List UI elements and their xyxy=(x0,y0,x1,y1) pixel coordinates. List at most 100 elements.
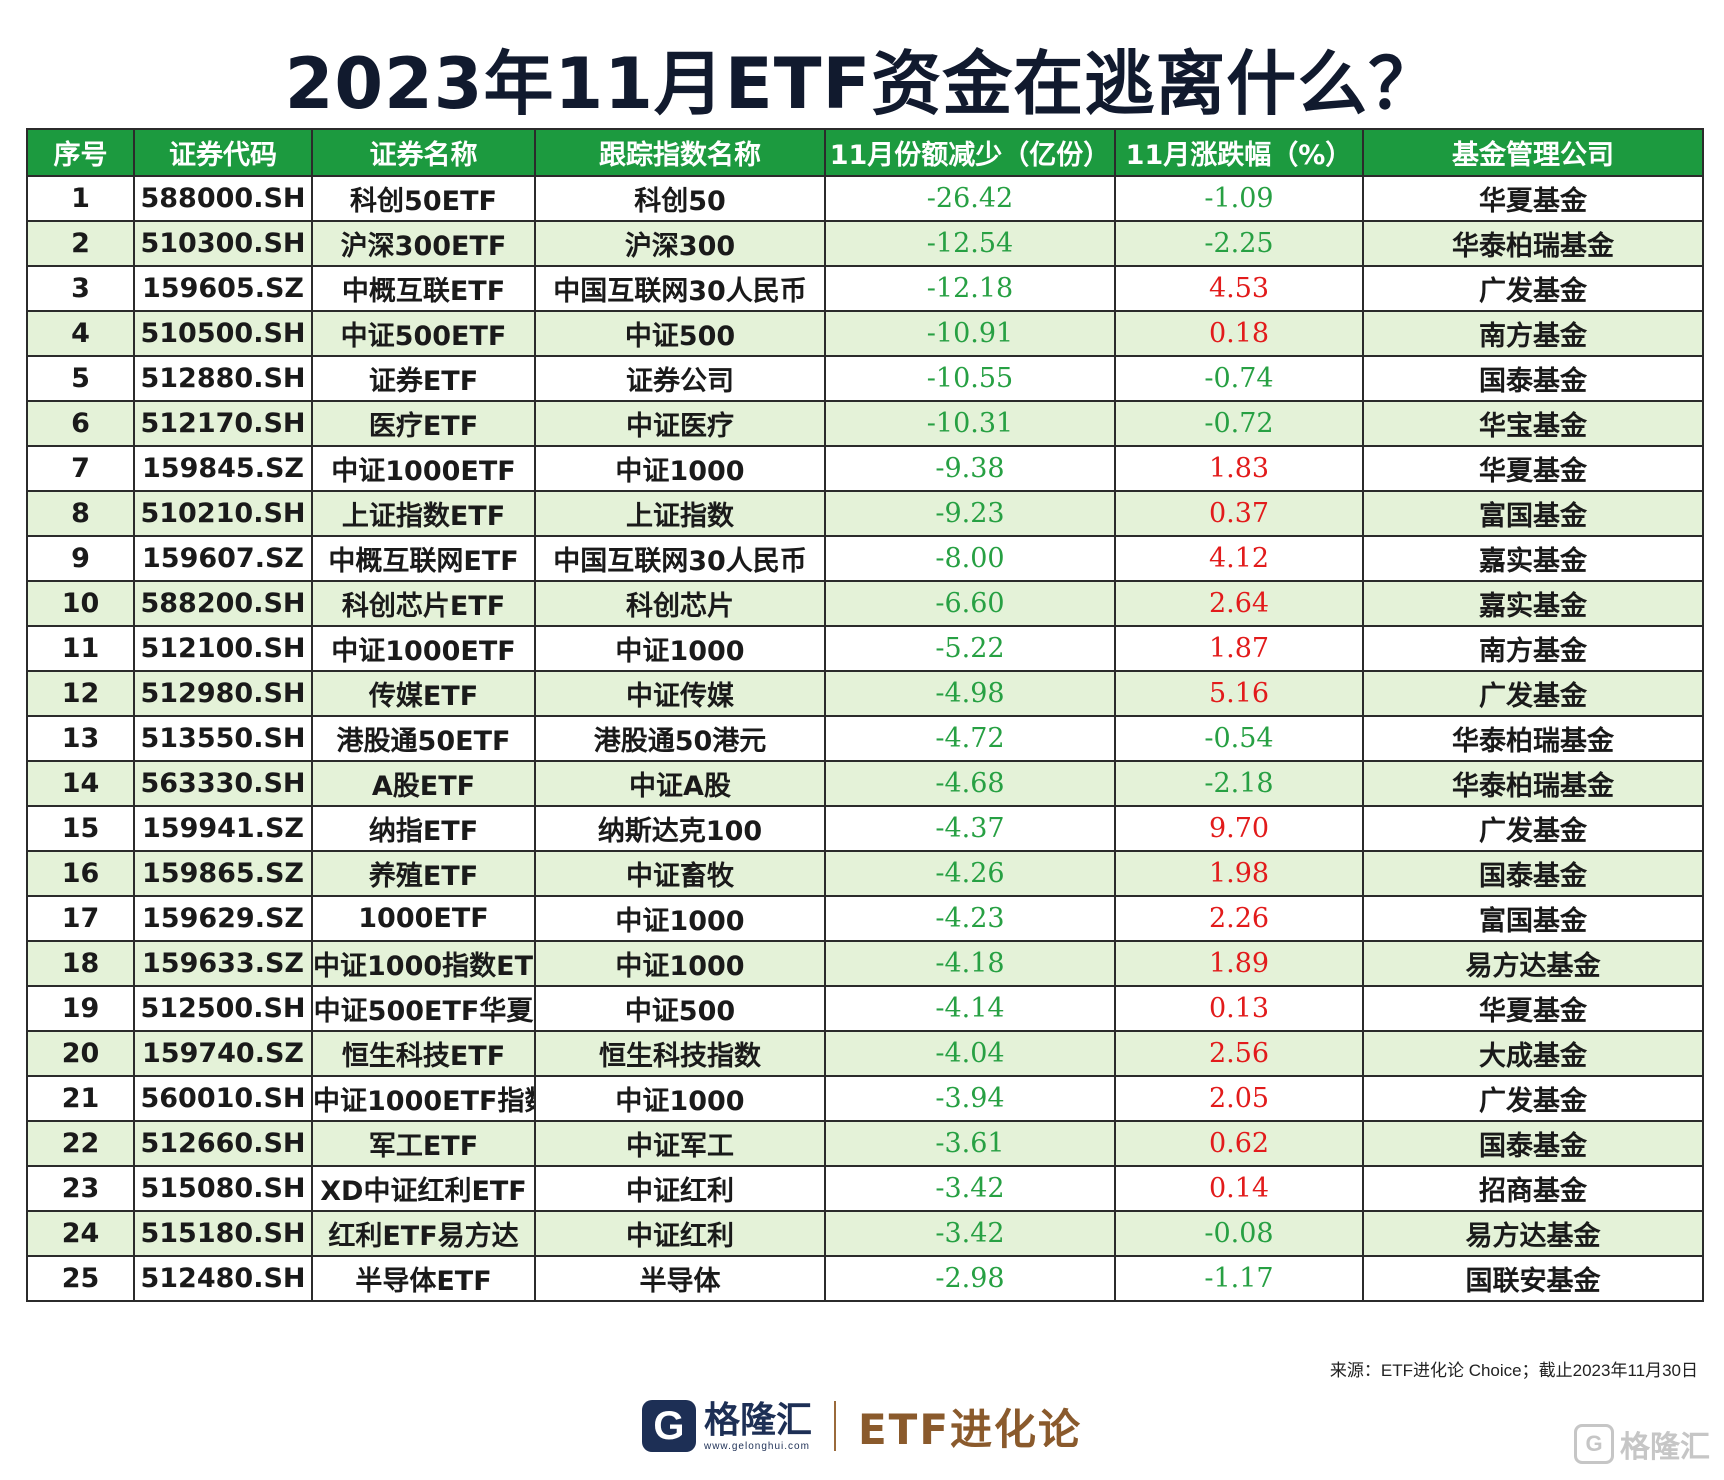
cell-company: 国泰基金 xyxy=(1362,850,1704,897)
cell-code: 159605.SZ xyxy=(133,265,313,312)
cell-decrease: -12.18 xyxy=(824,265,1116,312)
cell-decrease: -5.22 xyxy=(824,625,1116,672)
cell-no: 15 xyxy=(26,805,135,852)
cell-index: 中证传媒 xyxy=(534,670,826,717)
cell-company: 广发基金 xyxy=(1362,265,1704,312)
cell-name: 中概互联网ETF xyxy=(311,535,536,582)
cell-company: 嘉实基金 xyxy=(1362,580,1704,627)
cell-change: 1.83 xyxy=(1114,445,1364,492)
cell-name: 中证1000ETF指数 xyxy=(311,1075,536,1122)
cell-company: 广发基金 xyxy=(1362,805,1704,852)
column-header-decrease: 11月份额减少（亿份） xyxy=(824,128,1116,177)
cell-decrease: -3.94 xyxy=(824,1075,1116,1122)
cell-index: 上证指数 xyxy=(534,490,826,537)
cell-no: 11 xyxy=(26,625,135,672)
cell-decrease: -3.61 xyxy=(824,1120,1116,1167)
cell-decrease: -4.23 xyxy=(824,895,1116,942)
cell-code: 510300.SH xyxy=(133,220,313,267)
cell-company: 广发基金 xyxy=(1362,670,1704,717)
cell-decrease: -10.55 xyxy=(824,355,1116,402)
cell-code: 159845.SZ xyxy=(133,445,313,492)
cell-decrease: -4.14 xyxy=(824,985,1116,1032)
logo-url: www.gelonghui.com xyxy=(703,1440,810,1452)
cell-company: 国泰基金 xyxy=(1362,1120,1704,1167)
cell-company: 大成基金 xyxy=(1362,1030,1704,1077)
cell-change: -0.72 xyxy=(1114,400,1364,447)
cell-no: 5 xyxy=(26,355,135,402)
cell-decrease: -4.18 xyxy=(824,940,1116,987)
cell-decrease: -10.31 xyxy=(824,400,1116,447)
cell-decrease: -8.00 xyxy=(824,535,1116,582)
cell-no: 16 xyxy=(26,850,135,897)
cell-code: 512980.SH xyxy=(133,670,313,717)
cell-name: 上证指数ETF xyxy=(311,490,536,537)
cell-no: 8 xyxy=(26,490,135,537)
cell-code: 512480.SH xyxy=(133,1255,313,1302)
cell-decrease: -4.98 xyxy=(824,670,1116,717)
cell-code: 588200.SH xyxy=(133,580,313,627)
cell-decrease: -2.98 xyxy=(824,1255,1116,1302)
table-row: 1 588000.SH 科创50ETF 科创50 -26.42 -1.09 华夏基金 xyxy=(26,175,1704,222)
cell-change: 9.70 xyxy=(1114,805,1364,852)
cell-name: 中证500ETF xyxy=(311,310,536,357)
cell-code: 515080.SH xyxy=(133,1165,313,1212)
cell-index: 中国互联网30人民币 xyxy=(534,265,826,312)
cell-change: 0.14 xyxy=(1114,1165,1364,1212)
column-header-change: 11月涨跌幅（%） xyxy=(1114,128,1364,177)
cell-company: 易方达基金 xyxy=(1362,940,1704,987)
cell-change: 4.12 xyxy=(1114,535,1364,582)
cell-no: 23 xyxy=(26,1165,135,1212)
cell-code: 512660.SH xyxy=(133,1120,313,1167)
cell-index: 半导体 xyxy=(534,1255,826,1302)
cell-change: 2.05 xyxy=(1114,1075,1364,1122)
table-row: 13 513550.SH 港股通50ETF 港股通50港元 -4.72 -0.54 华泰柏瑞… xyxy=(26,715,1704,762)
column-header-name: 证券名称 xyxy=(311,128,536,177)
table-row: 12 512980.SH 传媒ETF 中证传媒 -4.98 5.16 广发基金 xyxy=(26,670,1704,717)
cell-code: 159740.SZ xyxy=(133,1030,313,1077)
cell-no: 24 xyxy=(26,1210,135,1257)
cell-code: 159629.SZ xyxy=(133,895,313,942)
cell-company: 富国基金 xyxy=(1362,490,1704,537)
table-row: 14 563330.SH A股ETF 中证A股 -4.68 -2.18 华泰柏瑞基金 xyxy=(26,760,1704,807)
cell-code: 159607.SZ xyxy=(133,535,313,582)
cell-company: 南方基金 xyxy=(1362,310,1704,357)
cell-no: 3 xyxy=(26,265,135,312)
cell-code: 560010.SH xyxy=(133,1075,313,1122)
cell-code: 510210.SH xyxy=(133,490,313,537)
cell-company: 易方达基金 xyxy=(1362,1210,1704,1257)
cell-no: 12 xyxy=(26,670,135,717)
table-row: 6 512170.SH 医疗ETF 中证医疗 -10.31 -0.72 华宝基金 xyxy=(26,400,1704,447)
cell-change: -2.25 xyxy=(1114,220,1364,267)
table-row: 18 159633.SZ 中证1000指数ETF 中证1000 -4.18 1.89 易方达… xyxy=(26,940,1704,987)
cell-change: -0.08 xyxy=(1114,1210,1364,1257)
cell-no: 2 xyxy=(26,220,135,267)
cell-no: 10 xyxy=(26,580,135,627)
cell-code: 513550.SH xyxy=(133,715,313,762)
cell-name: 红利ETF易方达 xyxy=(311,1210,536,1257)
cell-index: 中证医疗 xyxy=(534,400,826,447)
cell-name: 中证1000指数ETF xyxy=(311,940,536,987)
cell-code: 588000.SH xyxy=(133,175,313,222)
cell-decrease: -9.38 xyxy=(824,445,1116,492)
cell-company: 南方基金 xyxy=(1362,625,1704,672)
cell-name: 养殖ETF xyxy=(311,850,536,897)
cell-index: 中国互联网30人民币 xyxy=(534,535,826,582)
column-header-company: 基金管理公司 xyxy=(1362,128,1704,177)
footer-branding: G 格隆汇 www.gelonghui.com ETF进化论 xyxy=(0,1396,1724,1456)
cell-company: 华宝基金 xyxy=(1362,400,1704,447)
column-header-no: 序号 xyxy=(26,128,135,177)
cell-no: 22 xyxy=(26,1120,135,1167)
cell-index: 科创50 xyxy=(534,175,826,222)
cell-change: 0.62 xyxy=(1114,1120,1364,1167)
cell-index: 中证1000 xyxy=(534,445,826,492)
cell-name: 恒生科技ETF xyxy=(311,1030,536,1077)
cell-index: 纳斯达克100 xyxy=(534,805,826,852)
logo-block: 格隆汇 www.gelonghui.com xyxy=(703,1400,812,1452)
cell-no: 4 xyxy=(26,310,135,357)
cell-code: 159633.SZ xyxy=(133,940,313,987)
cell-change: 1.87 xyxy=(1114,625,1364,672)
cell-name: 证券ETF xyxy=(311,355,536,402)
etf-brand: ETF进化论 xyxy=(857,1404,1083,1454)
table-row: 10 588200.SH 科创芯片ETF 科创芯片 -6.60 2.64 嘉实基金 xyxy=(26,580,1704,627)
cell-decrease: -3.42 xyxy=(824,1210,1116,1257)
